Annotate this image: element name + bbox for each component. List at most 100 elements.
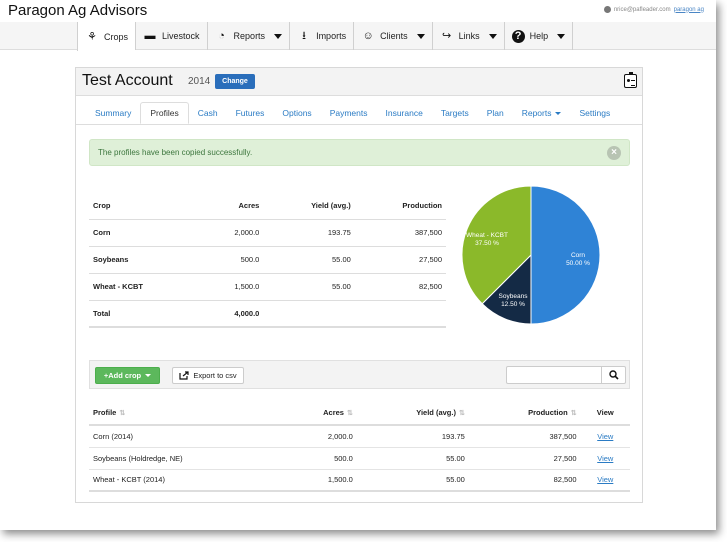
column-header: Acres	[200, 192, 264, 220]
tab-summary[interactable]: Summary	[86, 102, 140, 124]
user-email[interactable]: nrice@pafleader.com	[613, 6, 671, 13]
view-link[interactable]: View	[597, 453, 614, 463]
table-row: Wheat - KCBT 1,500.0 55.00 82,500	[89, 273, 446, 301]
tab-reports[interactable]: Reports	[513, 102, 571, 124]
add-crop-button[interactable]: +Add crop	[95, 367, 160, 384]
chevron-down-icon	[557, 33, 566, 39]
user-account-link[interactable]: paragon ag	[673, 6, 704, 13]
brand-title: Paragon Ag Advisors	[8, 2, 148, 19]
table-cell: 82,500	[468, 469, 581, 492]
top-navigation: ⚘ Crops ▬ Livestock ◔ Reports ⭳ Imports ☺ Clients…	[0, 22, 716, 51]
nav-label: Imports	[316, 31, 347, 41]
tab-futures[interactable]: Futures	[227, 102, 274, 124]
table-cell	[354, 300, 446, 328]
profiles-toolbar: +Add crop Export to csv	[89, 360, 630, 389]
pie-label-name: Soybeans	[499, 293, 529, 300]
nav-label: Clients	[380, 31, 408, 41]
table-cell: 27,500	[468, 447, 581, 470]
table-cell: 2,000.0	[282, 425, 357, 448]
add-crop-label: +Add crop	[103, 371, 142, 380]
tab-insurance[interactable]: Insurance	[376, 102, 431, 124]
nav-links[interactable]: ↪ Links	[431, 22, 504, 50]
change-button[interactable]: Change	[215, 74, 255, 89]
tab-label: Options	[282, 108, 312, 118]
column-header: View	[580, 401, 630, 426]
export-icon	[179, 371, 189, 380]
header-label: View	[596, 408, 614, 417]
nav-crops[interactable]: ⚘ Crops	[77, 22, 136, 51]
tab-label: Plan	[486, 108, 504, 118]
table-cell: 2,000.0	[200, 219, 264, 247]
tab-targets[interactable]: Targets	[432, 102, 478, 124]
nav-label: Crops	[104, 31, 129, 42]
account-header: Test Account 2014 Change	[76, 68, 642, 96]
tab-label: Payments	[329, 108, 368, 118]
table-cell: 55.00	[356, 469, 469, 492]
tab-plan[interactable]: Plan	[478, 102, 513, 124]
contact-card-icon[interactable]	[624, 72, 637, 88]
success-alert: The profiles have been copied successful…	[89, 139, 630, 166]
search-icon	[608, 370, 619, 380]
pie-label-value: 50.00 %	[566, 260, 590, 267]
search-input[interactable]	[506, 366, 602, 384]
table-cell: 55.00	[263, 246, 355, 274]
profiles-table: Profile ⇅ Acres ⇅ Yield (avg.) ⇅ Production ⇅ Vi…	[89, 401, 630, 492]
table-cell: Corn (2014)	[89, 425, 283, 448]
nav-reports[interactable]: ◔ Reports	[206, 22, 290, 50]
tab-label: Reports	[521, 108, 552, 118]
close-icon[interactable]: ×	[607, 146, 621, 160]
view-link[interactable]: View	[597, 431, 614, 441]
pie-label-value: 12.50 %	[501, 301, 525, 308]
tab-options[interactable]: Options	[273, 102, 320, 124]
table-cell: 387,500	[468, 425, 581, 448]
tab-payments[interactable]: Payments	[321, 102, 377, 124]
table-cell: 55.00	[356, 447, 469, 470]
export-csv-button[interactable]: Export to csv	[172, 367, 244, 384]
table-cell: Corn	[89, 219, 201, 247]
table-cell: View	[580, 469, 630, 492]
app-window: Paragon Ag Advisors nrice@pafleader.com …	[0, 2, 716, 503]
table-cell: 193.75	[356, 425, 469, 448]
account-title: Test Account	[82, 72, 173, 89]
sort-icon: ⇅	[458, 410, 465, 417]
table-cell: 387,500	[354, 219, 446, 247]
tab-label: Summary	[95, 108, 132, 118]
table-row: Corn 2,000.0 193.75 387,500	[89, 219, 446, 247]
table-cell: Wheat - KCBT	[89, 273, 201, 301]
pie-slice-wheat-kcbt	[461, 185, 532, 305]
nav-imports[interactable]: ⭳ Imports	[289, 22, 353, 50]
nav-livestock[interactable]: ▬ Livestock	[135, 22, 207, 50]
nav-label: Reports	[233, 31, 266, 41]
tab-label: Settings	[579, 108, 611, 118]
import-icon: ⭳	[302, 30, 306, 42]
chevron-down-icon	[488, 33, 497, 39]
tab-settings[interactable]: Settings	[570, 102, 619, 124]
chevron-down-icon	[145, 374, 152, 377]
table-cell: 193.75	[263, 219, 355, 247]
tab-cash[interactable]: Cash	[189, 102, 227, 124]
table-cell: 500.0	[282, 447, 357, 470]
column-header[interactable]: Profile ⇅	[89, 401, 283, 426]
pie-label-name: Corn	[571, 252, 585, 259]
alert-message: The profiles have been copied successful…	[98, 148, 253, 157]
column-header: Crop	[89, 192, 201, 220]
user-bar: nrice@pafleader.com paragon ag	[603, 6, 704, 13]
users-icon: ☺	[362, 30, 374, 42]
chevron-down-icon	[555, 111, 562, 115]
user-icon	[603, 6, 611, 13]
nav-clients[interactable]: ☺ Clients	[353, 22, 432, 50]
column-header[interactable]: Yield (avg.) ⇅	[356, 401, 469, 426]
tab-label: Targets	[440, 108, 469, 118]
table-cell: 4,000.0	[200, 300, 264, 328]
view-link[interactable]: View	[597, 475, 614, 485]
column-header[interactable]: Production ⇅	[468, 401, 581, 426]
tab-profiles[interactable]: Profiles	[140, 102, 189, 124]
nav-help[interactable]: ? Help	[503, 22, 574, 50]
search-button[interactable]	[601, 366, 626, 384]
column-header[interactable]: Acres ⇅	[282, 401, 357, 426]
table-row: Total 4,000.0	[89, 300, 446, 328]
table-cell: Soybeans (Holdredge, NE)	[89, 447, 283, 470]
account-tabs: Summary Profiles Cash Futures Options Payment…	[86, 102, 619, 124]
sort-icon: ⇅	[119, 410, 126, 417]
